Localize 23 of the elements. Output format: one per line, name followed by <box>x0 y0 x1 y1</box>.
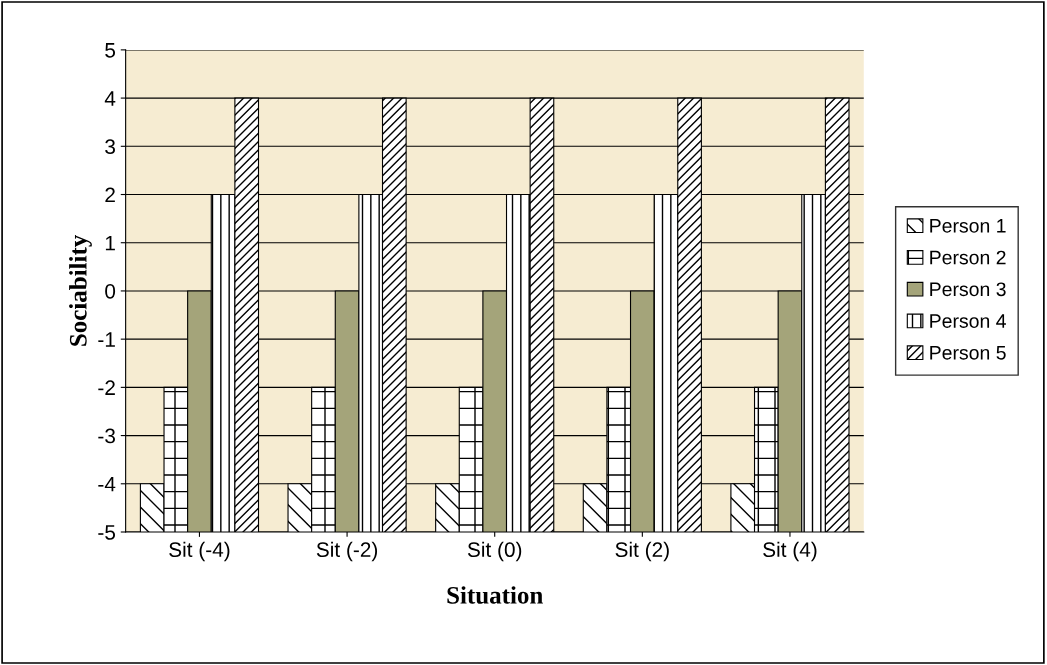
x-tick-label: Sit (-4) <box>169 541 230 562</box>
y-tick-label: 0 <box>105 283 116 299</box>
x-axis-title: Situation <box>447 586 543 604</box>
legend-label: Person 1 <box>930 219 1006 233</box>
y-axis-title: Sociability <box>69 234 92 346</box>
legend-label: Person 3 <box>930 282 1006 297</box>
y-tick-label: 2 <box>105 187 115 203</box>
x-tick-label: Sit (-2) <box>316 541 378 562</box>
y-tick-label: -1 <box>98 332 115 347</box>
y-tick-label: 1 <box>105 235 115 251</box>
legend-label: Person 2 <box>930 250 1006 265</box>
legend-label: Person 5 <box>930 346 1006 360</box>
x-tick-label: Sit (0) <box>467 541 522 562</box>
y-tick-label: -2 <box>98 380 115 395</box>
y-tick-label: 5 <box>105 43 116 58</box>
y-tick-label: 4 <box>104 91 116 106</box>
y-tick-label: -4 <box>98 477 116 492</box>
x-tick-label: Sit (2) <box>615 541 669 562</box>
x-tick-label: Sit (4) <box>763 541 817 562</box>
legend-label: Person 4 <box>930 314 1006 328</box>
y-tick-label: -5 <box>98 525 116 540</box>
y-tick-label: 3 <box>105 139 115 155</box>
y-tick-label: -3 <box>98 428 115 444</box>
